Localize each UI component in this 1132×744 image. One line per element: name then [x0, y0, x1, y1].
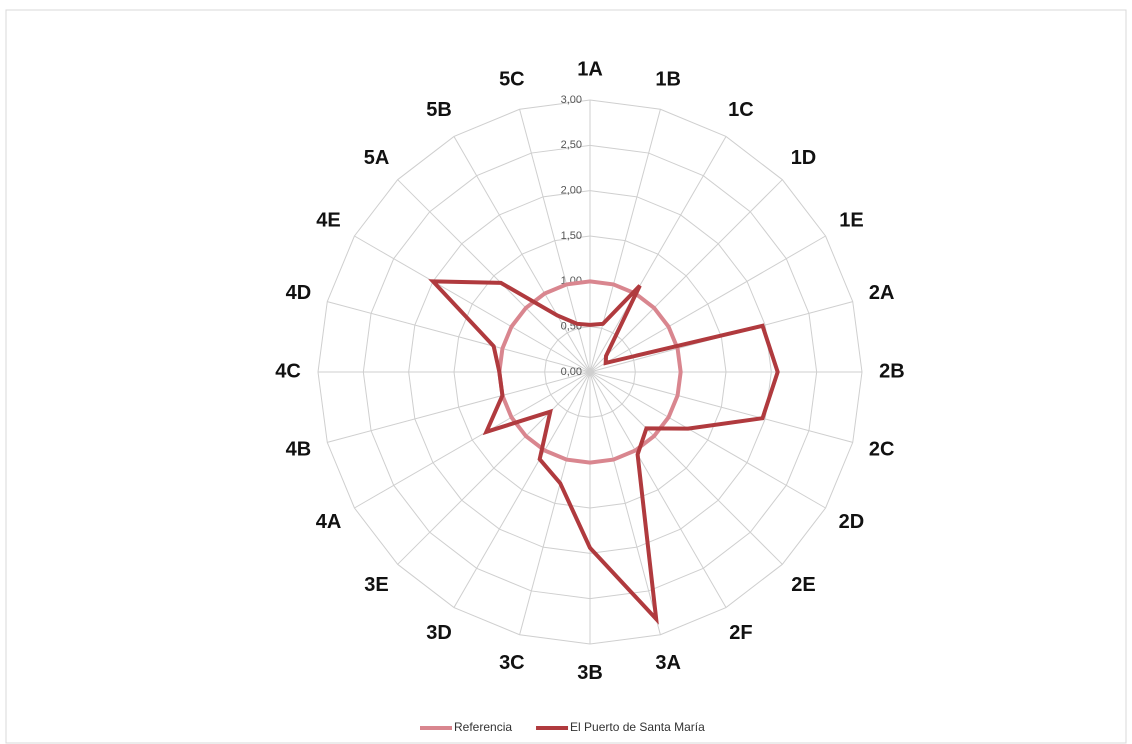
spoke: [354, 371, 591, 509]
category-label: 2E: [791, 574, 815, 596]
category-label: 4B: [286, 438, 312, 460]
spoke: [589, 371, 661, 635]
tick-label: 2,50: [561, 139, 582, 151]
series-line: [428, 279, 780, 625]
category-label: 5B: [426, 99, 452, 121]
tick-label: 3,00: [561, 94, 582, 106]
category-label: 2D: [839, 511, 865, 533]
spoke: [589, 136, 727, 373]
category-label: 4A: [316, 511, 342, 533]
category-label: 2B: [879, 360, 905, 382]
spoke: [327, 301, 591, 373]
spoke: [589, 109, 661, 373]
spoke: [397, 371, 591, 565]
legend-label: Referencia: [454, 720, 512, 734]
spoke: [354, 235, 591, 373]
spoke: [453, 136, 591, 373]
category-label: 3C: [499, 652, 525, 674]
spoke: [519, 371, 591, 635]
legend-label: El Puerto de Santa María: [570, 720, 705, 734]
spoke: [589, 179, 783, 373]
category-label: 1A: [577, 58, 603, 80]
category-label: 3E: [364, 574, 388, 596]
spoke: [589, 371, 727, 608]
chart-frame: [5, 9, 1127, 744]
category-label: 2C: [869, 438, 895, 460]
category-label: 1B: [655, 69, 681, 91]
category-label: 1C: [728, 99, 754, 121]
category-label: 1D: [791, 147, 817, 169]
spoke: [519, 109, 591, 373]
spoke: [589, 371, 826, 509]
spoke: [327, 371, 591, 443]
tick-label: 0,00: [561, 366, 582, 378]
series-line: [497, 279, 683, 465]
category-label: 5A: [364, 147, 390, 169]
category-label: 2A: [869, 282, 895, 304]
category-label: 3D: [426, 622, 452, 644]
tick-label: 2,00: [561, 185, 582, 197]
category-label: 4E: [316, 209, 340, 231]
category-label: 5C: [499, 69, 525, 91]
category-label: 2F: [729, 622, 752, 644]
spoke: [589, 235, 826, 373]
category-label: 3A: [655, 652, 681, 674]
category-label: 1E: [839, 209, 863, 231]
spoke: [589, 371, 853, 443]
category-label: 4C: [275, 360, 301, 382]
spoke: [453, 371, 591, 608]
spoke: [397, 179, 591, 373]
category-label: 3B: [577, 662, 603, 684]
category-label: 4D: [286, 282, 312, 304]
tick-label: 1,50: [561, 230, 582, 242]
spoke: [589, 371, 783, 565]
